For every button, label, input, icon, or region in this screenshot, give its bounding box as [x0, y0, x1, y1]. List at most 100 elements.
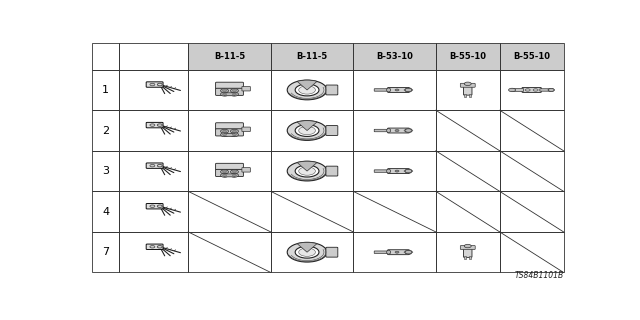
Text: B-53-10: B-53-10 [376, 52, 413, 61]
FancyBboxPatch shape [326, 166, 338, 176]
Circle shape [552, 91, 554, 92]
Circle shape [150, 164, 155, 167]
Text: 7: 7 [102, 247, 109, 257]
Circle shape [410, 89, 413, 91]
Circle shape [552, 88, 554, 89]
Circle shape [230, 170, 239, 174]
Bar [119, 151, 188, 191]
Bar [188, 191, 271, 232]
Circle shape [553, 90, 555, 91]
Circle shape [464, 244, 471, 248]
Bar [353, 43, 436, 70]
Circle shape [405, 169, 412, 173]
FancyBboxPatch shape [326, 125, 338, 135]
FancyBboxPatch shape [216, 82, 243, 89]
Bar [271, 110, 353, 151]
Text: B-11-5: B-11-5 [214, 52, 245, 61]
Bar [500, 110, 564, 151]
Bar [353, 70, 436, 110]
Circle shape [405, 251, 412, 254]
Circle shape [221, 92, 228, 96]
Circle shape [232, 130, 236, 132]
Text: 1: 1 [102, 85, 109, 95]
Circle shape [404, 89, 407, 91]
FancyBboxPatch shape [463, 85, 472, 95]
FancyBboxPatch shape [224, 133, 235, 136]
Bar [119, 232, 188, 272]
Circle shape [299, 126, 316, 135]
Circle shape [405, 88, 412, 92]
Circle shape [299, 86, 316, 94]
Text: B-11-5: B-11-5 [296, 52, 328, 61]
Bar [500, 43, 564, 70]
Ellipse shape [387, 250, 390, 254]
FancyBboxPatch shape [374, 251, 389, 253]
Bar [436, 70, 500, 110]
FancyBboxPatch shape [463, 247, 472, 257]
Wedge shape [297, 121, 317, 131]
Bar [353, 151, 436, 191]
Ellipse shape [387, 129, 390, 132]
Text: 3: 3 [102, 166, 109, 176]
FancyBboxPatch shape [460, 245, 476, 250]
FancyBboxPatch shape [146, 163, 163, 168]
FancyBboxPatch shape [374, 89, 389, 91]
Bar [188, 43, 271, 70]
Circle shape [406, 129, 408, 130]
FancyBboxPatch shape [216, 163, 243, 170]
Circle shape [223, 93, 227, 95]
Circle shape [221, 170, 228, 174]
Circle shape [150, 83, 155, 86]
FancyBboxPatch shape [224, 174, 235, 177]
Bar [188, 151, 271, 191]
Circle shape [223, 171, 227, 173]
Bar [92, 110, 119, 151]
FancyBboxPatch shape [374, 170, 389, 172]
Circle shape [408, 129, 412, 130]
Circle shape [223, 90, 227, 92]
FancyBboxPatch shape [146, 204, 163, 209]
Bar [436, 191, 500, 232]
Bar [353, 232, 436, 272]
Circle shape [408, 169, 412, 171]
Circle shape [404, 170, 407, 172]
Circle shape [223, 130, 227, 132]
Circle shape [232, 93, 236, 95]
FancyBboxPatch shape [511, 89, 524, 92]
Bar [119, 110, 188, 151]
Circle shape [406, 250, 408, 252]
Bar [188, 110, 271, 151]
Bar [469, 256, 471, 259]
Circle shape [221, 89, 228, 93]
FancyBboxPatch shape [326, 247, 338, 257]
Circle shape [232, 171, 236, 173]
Bar [353, 110, 436, 151]
FancyBboxPatch shape [374, 129, 389, 132]
Circle shape [410, 252, 413, 253]
FancyBboxPatch shape [224, 93, 235, 96]
Circle shape [395, 130, 399, 132]
FancyBboxPatch shape [388, 128, 410, 133]
Circle shape [223, 174, 227, 176]
Circle shape [395, 89, 399, 91]
Bar [271, 151, 353, 191]
Bar [92, 43, 119, 70]
Circle shape [405, 129, 412, 132]
Circle shape [408, 250, 412, 252]
Bar [500, 43, 564, 70]
FancyBboxPatch shape [540, 89, 550, 91]
Bar [119, 43, 188, 70]
Circle shape [548, 89, 554, 92]
Circle shape [408, 88, 412, 89]
Circle shape [549, 88, 551, 89]
Circle shape [404, 130, 407, 131]
FancyBboxPatch shape [242, 127, 250, 132]
Circle shape [232, 90, 236, 92]
FancyBboxPatch shape [242, 168, 250, 172]
Bar [271, 43, 353, 70]
Bar [119, 70, 188, 110]
Circle shape [406, 172, 408, 173]
FancyBboxPatch shape [216, 129, 243, 136]
Circle shape [548, 90, 550, 91]
Bar [469, 94, 471, 97]
